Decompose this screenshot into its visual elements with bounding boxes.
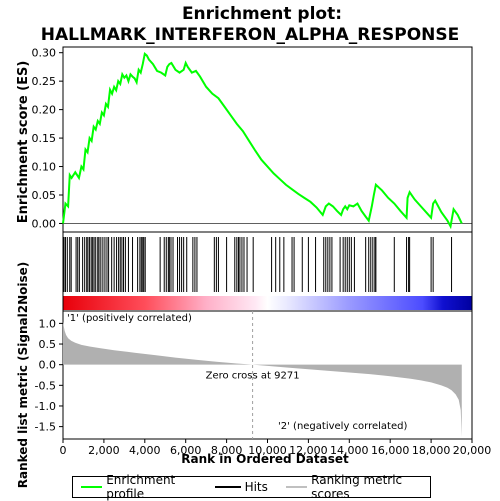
- chart-title: Enrichment plot:: [182, 4, 342, 24]
- metric-y-tick-label: 0.0: [39, 359, 57, 372]
- legend-swatch-profile: [81, 486, 103, 488]
- legend-item-hits: Hits: [214, 480, 268, 494]
- x-tick-label: 14,000: [330, 444, 369, 457]
- legend-item-ranking-metric: Ranking metric scores: [285, 473, 420, 501]
- metric-y-tick-label: -1.5: [35, 421, 56, 434]
- es-y-tick-label: 0.00: [32, 217, 57, 230]
- es-y-tick-label: 0.05: [32, 189, 57, 202]
- metric-y-tick-label: -0.5: [35, 379, 56, 392]
- metric-y-tick-label: 0.5: [39, 338, 57, 351]
- legend-label-hits: Hits: [244, 480, 268, 494]
- ranking-color-bar: [63, 296, 472, 310]
- es-y-axis-label: Enrichment score (ES): [16, 61, 31, 224]
- es-y-tick-label: 0.30: [32, 47, 57, 60]
- metric-y-tick-label: 1.0: [39, 317, 57, 330]
- legend-label-metric: Ranking metric scores: [311, 473, 403, 501]
- x-tick-label: 6,000: [170, 444, 202, 457]
- legend-label-profile: Enrichment profile: [106, 473, 176, 501]
- positive-correlated-label: '1' (positively correlated): [67, 313, 192, 324]
- es-y-ticks: 0.00 0.05 0.10 0.15 0.20 0.25 0.30: [32, 47, 63, 230]
- x-axis-ticks: 0 2,000 4,000 6,000 8,000 10,000 12,000 14,000 1…: [60, 439, 492, 457]
- legend-swatch-metric: [285, 486, 308, 488]
- metric-y-axis-label: Ranked list metric (Signal2Noise): [16, 262, 30, 489]
- metric-y-tick-label: -1.0: [35, 400, 56, 413]
- es-y-tick-label: 0.25: [32, 75, 57, 88]
- legend: Enrichment profile Hits Ranking metric s…: [72, 473, 431, 501]
- x-tick-label: 10,000: [248, 444, 287, 457]
- x-tick-label: 12,000: [289, 444, 328, 457]
- hits-marks: [63, 237, 453, 292]
- legend-swatch-hits: [214, 486, 241, 488]
- legend-item-enrichment-profile: Enrichment profile: [81, 473, 197, 501]
- x-tick-label: 8,000: [211, 444, 243, 457]
- zero-cross-label: Zero cross at 9271: [206, 371, 300, 382]
- metric-y-ticks: 1.0 0.5 0.0 -0.5 -1.0 -1.5: [35, 317, 63, 434]
- negative-correlated-label: '2' (negatively correlated): [278, 421, 407, 432]
- x-tick-label: 16,000: [371, 444, 410, 457]
- es-y-tick-label: 0.15: [32, 132, 57, 145]
- es-y-tick-label: 0.10: [32, 161, 57, 174]
- x-tick-label: 18,000: [412, 444, 451, 457]
- series-line-enrichment-profile: [62, 51, 463, 230]
- x-axis-label: Rank in Ordered Dataset: [181, 452, 349, 466]
- x-tick-label: 4,000: [129, 444, 161, 457]
- x-tick-label: 20,000: [453, 444, 492, 457]
- chart-subtitle: HALLMARK_INTERFERON_ALPHA_RESPONSE: [41, 25, 460, 45]
- x-tick-label: 2,000: [88, 444, 120, 457]
- es-y-tick-label: 0.20: [32, 104, 57, 117]
- es-panel-frame: [62, 46, 473, 233]
- x-tick-label: 0: [60, 444, 67, 457]
